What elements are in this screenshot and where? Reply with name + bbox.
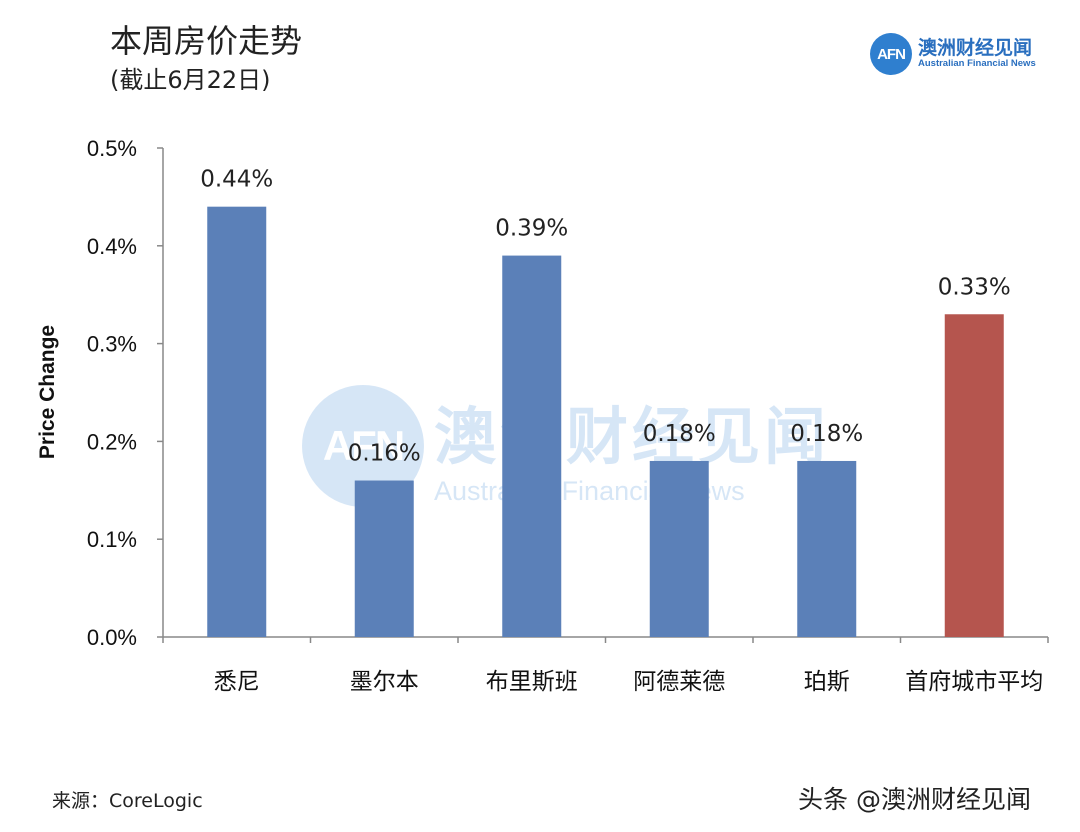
source-note: 来源：CoreLogic (52, 790, 203, 812)
y-tick-label: 0.1% (87, 527, 137, 552)
logo-name-cn: 澳洲财经见闻 (918, 37, 1033, 60)
x-tick-label: 布里斯班 (486, 669, 578, 695)
y-tick-label: 0.5% (87, 136, 137, 161)
y-tick-label: 0.3% (87, 332, 137, 357)
chart-subtitle: (截止6月22日) (110, 66, 271, 94)
bar-3 (502, 255, 562, 637)
y-tick-label: 0.2% (87, 429, 137, 454)
bar-2 (354, 480, 414, 637)
afn-logo: AFN 澳洲财经见闻 Australian Financial News (870, 33, 1036, 75)
bar-1 (207, 206, 267, 637)
afn-logo-icon: AFN (870, 33, 912, 75)
logo-name-en: Australian Financial News (918, 58, 1036, 70)
bar-6 (944, 314, 1004, 637)
data-label: 0.39% (495, 216, 568, 242)
data-label: 0.16% (348, 441, 421, 467)
y-tick-label: 0.0% (87, 625, 137, 650)
chart-title: 本周房价走势 (110, 22, 303, 60)
data-label: 0.44% (200, 167, 273, 193)
data-label: 0.18% (643, 421, 716, 447)
x-tick-label: 首府城市平均 (905, 669, 1043, 695)
x-tick-label: 悉尼 (214, 669, 260, 695)
x-tick-label: 珀斯 (804, 669, 850, 695)
data-label: 0.33% (938, 274, 1011, 300)
credit-watermark: 头条 @澳洲财经见闻 (798, 785, 1031, 814)
bar-5 (797, 460, 857, 637)
y-tick-label: 0.4% (87, 234, 137, 259)
data-label: 0.18% (790, 421, 863, 447)
bar-4 (649, 460, 709, 637)
x-tick-label: 阿德莱德 (633, 669, 725, 695)
x-tick-label: 墨尔本 (350, 669, 419, 695)
